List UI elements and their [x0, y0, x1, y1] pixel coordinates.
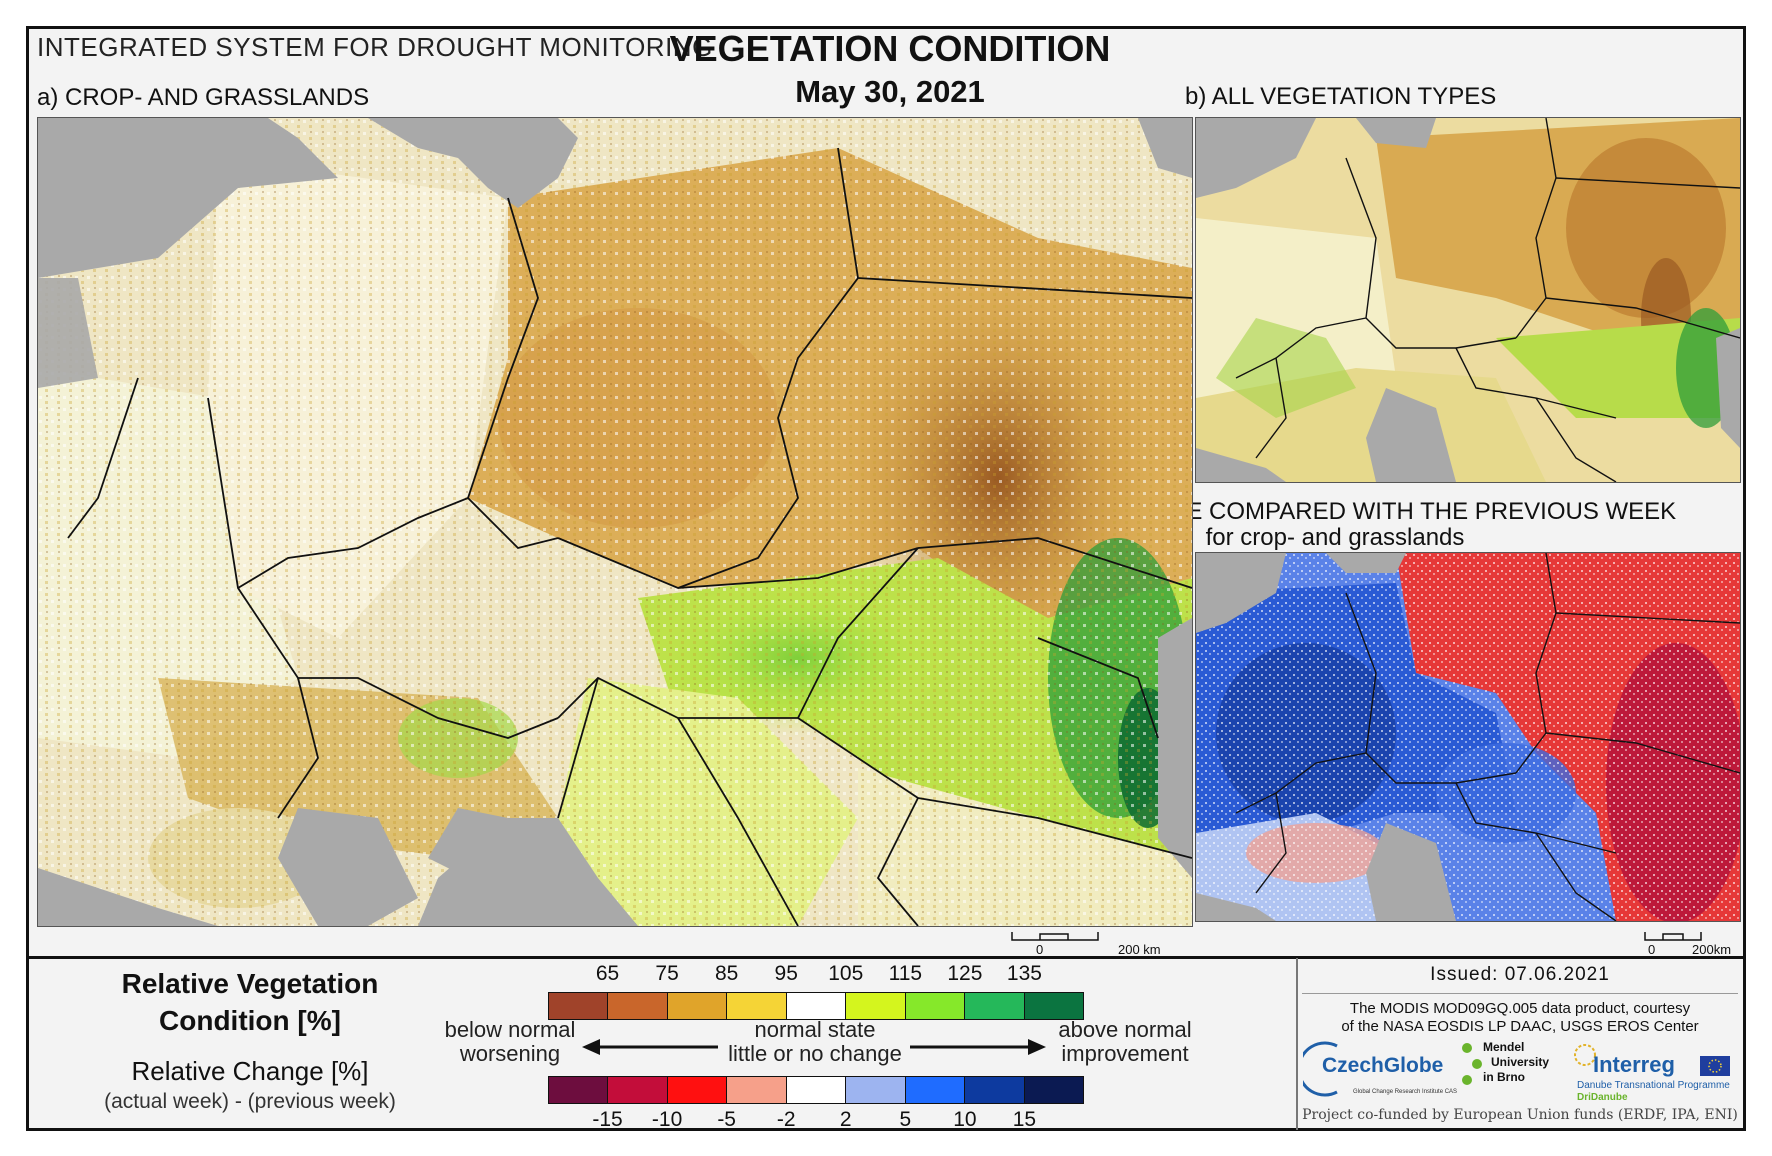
rvc-swatch-1 [608, 993, 668, 1019]
rvc-tick-label: 125 [947, 962, 983, 985]
rvc-tick-label: 75 [655, 962, 679, 985]
panel-c-map [1195, 552, 1741, 922]
rvc-title-line1: Relative Vegetation [121, 968, 379, 999]
scalebar-a [1011, 932, 1099, 941]
rc-tick-label: -10 [651, 1108, 683, 1131]
system-name: INTEGRATED SYSTEM FOR DROUGHT MONITORING [37, 32, 713, 62]
interreg-logo-sub: Danube Transnational Programme [1577, 1080, 1730, 1091]
czechglobe-logo-sub: Global Change Research Institute CAS [1353, 1089, 1458, 1095]
below-note-1: below normal [444, 1017, 576, 1042]
above-note-2: improvement [1061, 1041, 1189, 1066]
panel-b-label: b) ALL VEGETATION TYPES [1185, 83, 1497, 110]
rvc-tick-label: 135 [1006, 962, 1042, 985]
panel-b-map [1195, 117, 1741, 483]
normal-note-1: normal state [754, 1017, 876, 1042]
rvc-colorbar [548, 992, 1084, 1020]
rc-swatch-6 [905, 1077, 966, 1103]
rc-colorbar [548, 1076, 1084, 1104]
mendel-line-3: in Brno [1483, 1070, 1525, 1084]
panel-a-map [37, 117, 1193, 927]
rvc-tick-label: 65 [595, 962, 620, 985]
rvc-tick-label: 105 [828, 962, 864, 985]
rc-tick-label: 15 [1012, 1108, 1037, 1131]
map-title: VEGETATION CONDITION [669, 28, 1111, 69]
rvc-tick-label: 115 [888, 962, 923, 985]
czechglobe-logo-text: CzechGlobe [1322, 1054, 1444, 1077]
source-line-1: The MODIS MOD09GQ.005 data product, cour… [1349, 1000, 1691, 1017]
below-note-2: worsening [459, 1041, 561, 1066]
issued-date: Issued: 07.06.2021 [1430, 964, 1610, 985]
eu-flag-icon [1700, 1056, 1730, 1076]
rc-swatch-0 [549, 1077, 609, 1103]
source-line-2: of the NASA EOSDIS LP DAAC, USGS EROS Ce… [1341, 1018, 1699, 1035]
rvc-tick-label: 85 [714, 962, 739, 985]
rvc-swatch-7 [965, 993, 1025, 1019]
scalebar-c-end: 200km [1692, 942, 1732, 957]
rc-swatch-2 [667, 1077, 728, 1103]
rc-swatch-8 [1024, 1077, 1083, 1103]
rvc-swatch-6 [905, 993, 966, 1019]
rc-swatch-4 [786, 1077, 847, 1103]
rc-swatch-1 [608, 1077, 668, 1103]
scalebar-c-zero: 0 [1648, 942, 1656, 957]
rvc-swatch-8 [1024, 993, 1083, 1019]
rvc-tick-label: 95 [774, 962, 798, 985]
right-arrow-icon [910, 1039, 1046, 1055]
scalebar-a-end: 200 km [1118, 942, 1161, 957]
rc-tick-label: -2 [776, 1108, 796, 1131]
rc-swatch-7 [965, 1077, 1025, 1103]
scalebar-c [1644, 932, 1702, 941]
rc-title: Relative Change [%] [131, 1056, 369, 1086]
funding-note: Project co-funded by European Union fund… [1302, 1107, 1738, 1123]
rc-tick-label: 10 [953, 1108, 977, 1131]
mendel-logo-icon [1462, 1043, 1482, 1085]
rc-tick-label: 2 [839, 1108, 852, 1131]
map-date: May 30, 2021 [795, 74, 985, 109]
mendel-line-2: University [1491, 1055, 1550, 1069]
rvc-swatch-2 [667, 993, 728, 1019]
credits-divider [1296, 958, 1298, 1130]
above-note-1: above normal [1058, 1017, 1192, 1042]
left-arrow-icon [582, 1039, 718, 1055]
rc-tick-label: 5 [899, 1108, 912, 1131]
rc-swatch-3 [727, 1077, 787, 1103]
rvc-title-line2: Condition [%] [159, 1005, 341, 1036]
czechglobe-logo-icon [1303, 1041, 1338, 1097]
rc-swatch-5 [846, 1077, 906, 1103]
mendel-line-1: Mendel [1483, 1040, 1525, 1054]
rvc-swatch-4 [786, 993, 847, 1019]
legend-divider [26, 956, 1746, 959]
normal-note-2: little or no change [728, 1041, 902, 1066]
scalebar-a-zero: 0 [1036, 942, 1044, 957]
rc-subtitle: (actual week) - (previous week) [104, 1090, 396, 1113]
panel-c-sublabel: for crop- and grasslands [1205, 524, 1465, 551]
mendel-logo-text: Mendel University in Brno [1483, 1040, 1549, 1085]
panel-a-label: a) CROP- AND GRASSLANDS [37, 84, 370, 111]
interreg-logo-text: Interreg [1593, 1052, 1675, 1077]
interreg-logo-icon [1574, 1044, 1596, 1066]
rvc-swatch-0 [549, 993, 609, 1019]
rvc-swatch-5 [846, 993, 906, 1019]
rvc-swatch-3 [727, 993, 787, 1019]
rc-tick-label: -5 [717, 1108, 736, 1131]
dridanube-logo-text: DriDanube [1577, 1092, 1628, 1103]
rc-tick-label: -15 [592, 1108, 623, 1131]
credits-rule [1302, 993, 1738, 994]
